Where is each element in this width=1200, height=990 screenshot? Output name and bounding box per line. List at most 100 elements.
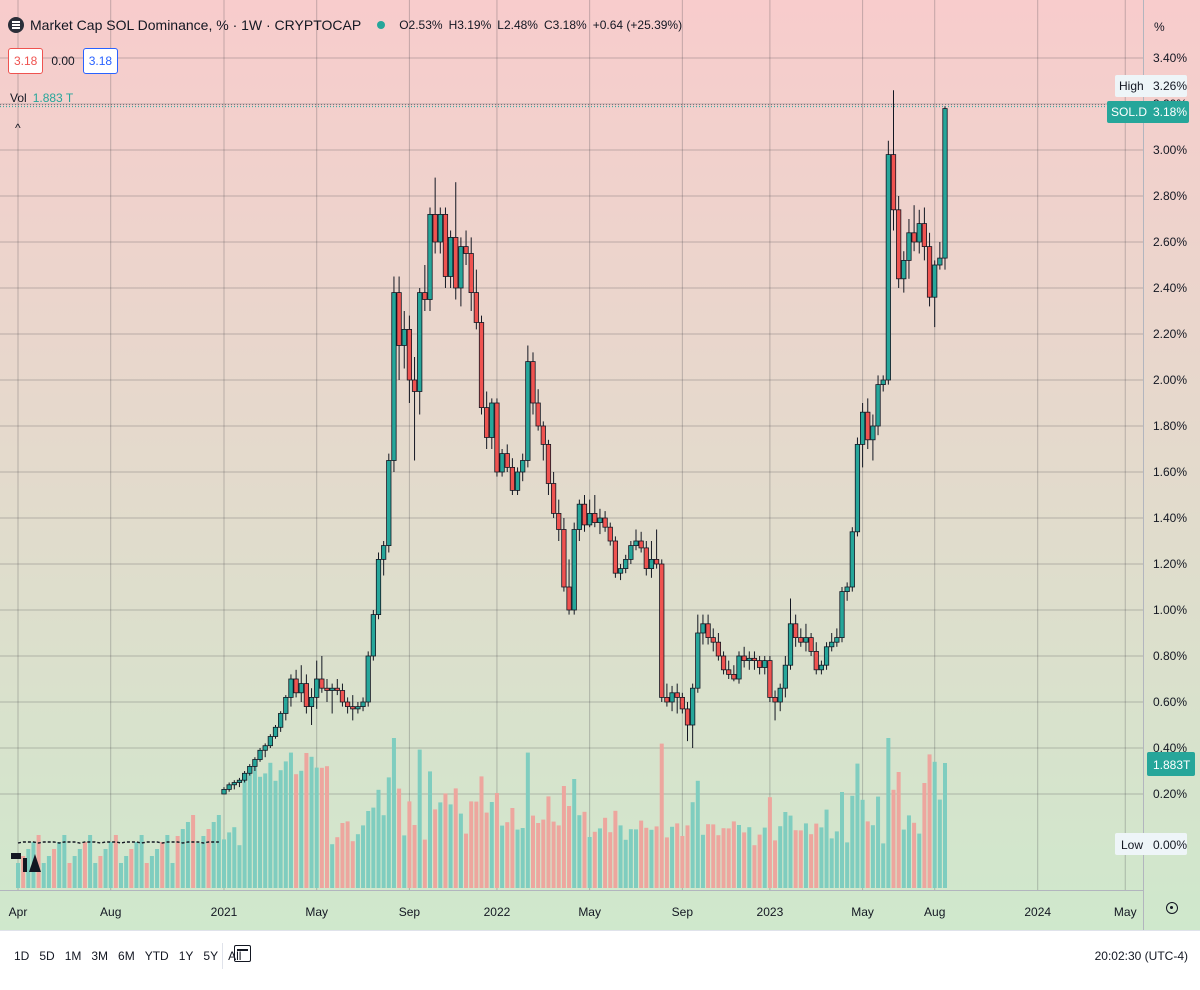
volume-bar <box>561 786 566 888</box>
volume-bar <box>144 863 149 888</box>
candle-body <box>638 540 644 549</box>
price-tick-label: 0.20% <box>1153 787 1187 801</box>
chart-title[interactable]: Market Cap SOL Dominance, % · 1W · CRYPT… <box>30 17 362 33</box>
volume-bar <box>237 845 242 888</box>
price-tick-label: 0.60% <box>1153 695 1187 709</box>
volume-bar <box>634 829 638 888</box>
candle-body <box>602 517 608 528</box>
candle-body <box>906 232 912 261</box>
range-1y-button[interactable]: 1Y <box>178 949 194 963</box>
volume-bar <box>592 831 597 888</box>
candle-body <box>267 736 273 747</box>
candle-body <box>504 453 510 468</box>
candle-body <box>401 328 407 346</box>
volume-bar <box>551 821 556 888</box>
candle-body <box>308 697 315 708</box>
time-tick-label: Sep <box>399 905 421 919</box>
candle-body <box>926 246 933 298</box>
range-5y-button[interactable]: 5Y <box>203 949 219 963</box>
volume-bar <box>932 761 937 888</box>
candle-body <box>875 384 881 427</box>
candle-body <box>720 655 727 671</box>
candle-body <box>551 483 557 514</box>
candle-body <box>710 637 716 643</box>
volume-bar <box>180 829 185 888</box>
range-5d-button[interactable]: 5D <box>39 949 55 963</box>
volume-bar <box>731 821 736 888</box>
clock-timezone[interactable]: 20:02:30 (UTC-4) <box>1094 949 1188 963</box>
candle-body <box>854 443 861 533</box>
high-label-name: High <box>1119 79 1144 93</box>
tradingview-logo-icon[interactable] <box>11 850 41 872</box>
price-chart[interactable]: %3.40%3.20%3.00%2.80%2.60%2.40%2.20%2.00… <box>0 0 1200 930</box>
volume-bar <box>160 842 165 888</box>
volume-bar <box>742 832 747 888</box>
volume-bar <box>567 806 572 888</box>
candle-body <box>530 361 536 404</box>
candle-body <box>937 257 943 266</box>
volume-bar <box>242 774 247 888</box>
range-ytd-button[interactable]: YTD <box>144 949 169 963</box>
volume-bar <box>695 780 700 888</box>
candle-body <box>669 692 675 703</box>
volume-bar <box>747 827 752 888</box>
candle-body <box>422 292 428 300</box>
volume-bar <box>201 836 206 888</box>
price-tick-label: 1.80% <box>1153 419 1187 433</box>
volume-bar <box>41 863 46 888</box>
high-label-box <box>1115 75 1187 97</box>
change-value: +0.64 (+25.39%) <box>592 18 683 32</box>
candle-body <box>391 292 397 461</box>
volume-bar <box>778 826 783 888</box>
volume-label-box <box>1147 752 1195 776</box>
candle-body <box>381 545 387 560</box>
collapse-legend-icon[interactable]: ^ <box>15 121 21 135</box>
volume-bar <box>664 837 669 888</box>
time-tick-label: 2024 <box>1024 905 1051 919</box>
bottom-toolbar: 1D 5D 1M 3M 6M YTD 1Y 5Y All 20:02:30 (U… <box>0 930 1200 990</box>
candle-body <box>561 529 567 588</box>
range-3m-button[interactable]: 3M <box>91 949 109 963</box>
volume-bar <box>834 831 839 888</box>
volume-bar <box>252 760 257 888</box>
candle-body <box>406 328 413 381</box>
settings-gear-icon[interactable] <box>1166 902 1178 914</box>
candle-body <box>514 471 521 491</box>
candle-body <box>659 563 665 698</box>
candle-body <box>684 708 691 726</box>
candle-body <box>386 460 392 546</box>
volume-bar <box>185 822 190 888</box>
range-1d-button[interactable]: 1D <box>14 949 30 963</box>
candle-body <box>829 641 835 648</box>
range-6m-button[interactable]: 6M <box>118 949 135 963</box>
volume-bar <box>711 824 716 888</box>
chart-pane[interactable]: %3.40%3.20%3.00%2.80%2.60%2.40%2.20%2.00… <box>0 0 1200 930</box>
candle-body <box>576 503 582 530</box>
market-status-icon <box>377 21 386 29</box>
price-tick-label: 3.40% <box>1153 51 1187 65</box>
candle-body <box>870 425 876 441</box>
volume-bar <box>175 836 180 888</box>
candle-body <box>844 586 850 592</box>
candle-body <box>236 779 243 783</box>
volume-bar <box>479 776 484 888</box>
volume-bar <box>258 776 263 888</box>
time-tick-label: May <box>1114 905 1137 919</box>
candle-body <box>241 772 248 781</box>
time-tick-label: May <box>305 905 328 919</box>
candle-body <box>298 683 304 694</box>
candle-body <box>839 591 845 638</box>
candle-body <box>617 568 624 574</box>
sell-value-box[interactable]: 3.18 <box>8 48 44 74</box>
chart-header: Market Cap SOL Dominance, % · 1W · CRYPT… <box>8 14 682 36</box>
volume-bar <box>546 796 551 888</box>
range-1m-button[interactable]: 1M <box>64 949 82 963</box>
price-tick-label: 2.40% <box>1153 281 1187 295</box>
volume-bar <box>67 863 72 888</box>
volume-bar <box>288 752 293 888</box>
goto-date-calendar-icon[interactable] <box>234 945 251 962</box>
volume-bar <box>685 825 690 888</box>
buy-value-box[interactable]: 3.18 <box>82 48 119 74</box>
candle-body <box>566 586 572 611</box>
volume-bar <box>325 766 329 888</box>
